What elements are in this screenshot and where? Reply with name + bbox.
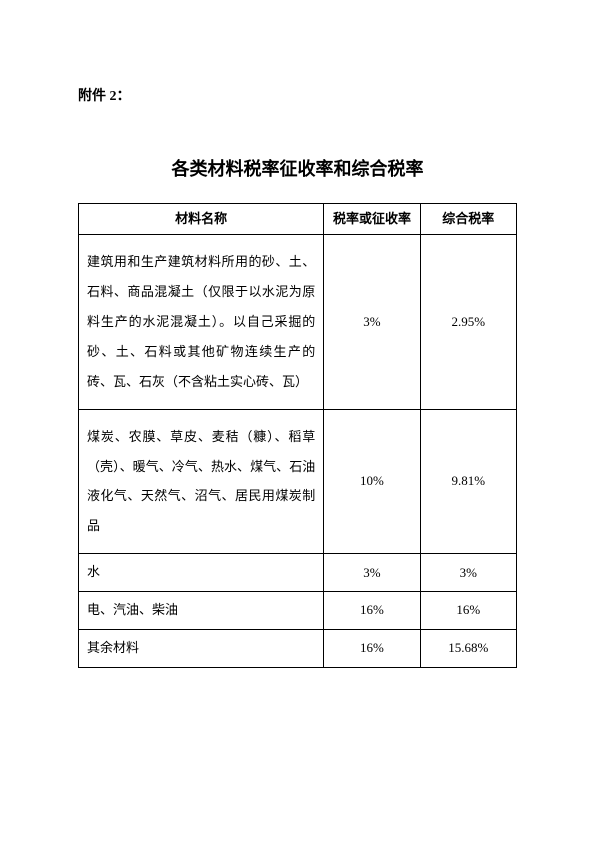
table-row: 煤炭、农膜、草皮、麦秸（糠）、稻草（壳）、暖气、冷气、热水、煤气、石油液化气、天… [79, 409, 517, 554]
table-header-composite: 综合税率 [420, 204, 516, 235]
table-header-material: 材料名称 [79, 204, 324, 235]
material-cell: 电、汽油、柴油 [79, 592, 324, 630]
rate-cell: 10% [324, 409, 420, 554]
rate-cell: 3% [324, 554, 420, 592]
table-body: 建筑用和生产建筑材料所用的砂、土、石料、商品混凝土（仅限于以水泥为原料生产的水泥… [79, 235, 517, 667]
attachment-label: 附件 2： [78, 85, 517, 105]
composite-rate-cell: 9.81% [420, 409, 516, 554]
table-row: 电、汽油、柴油 16% 16% [79, 592, 517, 630]
composite-rate-cell: 15.68% [420, 629, 516, 667]
composite-rate-cell: 3% [420, 554, 516, 592]
composite-rate-cell: 16% [420, 592, 516, 630]
material-cell: 建筑用和生产建筑材料所用的砂、土、石料、商品混凝土（仅限于以水泥为原料生产的水泥… [79, 235, 324, 409]
table-row: 其余材料 16% 15.68% [79, 629, 517, 667]
table-header-row: 材料名称 税率或征收率 综合税率 [79, 204, 517, 235]
rate-cell: 16% [324, 592, 420, 630]
page-title: 各类材料税率征收率和综合税率 [78, 155, 517, 181]
material-cell: 煤炭、农膜、草皮、麦秸（糠）、稻草（壳）、暖气、冷气、热水、煤气、石油液化气、天… [79, 409, 324, 554]
table-row: 水 3% 3% [79, 554, 517, 592]
rate-cell: 16% [324, 629, 420, 667]
material-cell: 水 [79, 554, 324, 592]
table-row: 建筑用和生产建筑材料所用的砂、土、石料、商品混凝土（仅限于以水泥为原料生产的水泥… [79, 235, 517, 409]
material-cell: 其余材料 [79, 629, 324, 667]
table-header-rate: 税率或征收率 [324, 204, 420, 235]
tax-rate-table: 材料名称 税率或征收率 综合税率 建筑用和生产建筑材料所用的砂、土、石料、商品混… [78, 203, 517, 668]
composite-rate-cell: 2.95% [420, 235, 516, 409]
rate-cell: 3% [324, 235, 420, 409]
